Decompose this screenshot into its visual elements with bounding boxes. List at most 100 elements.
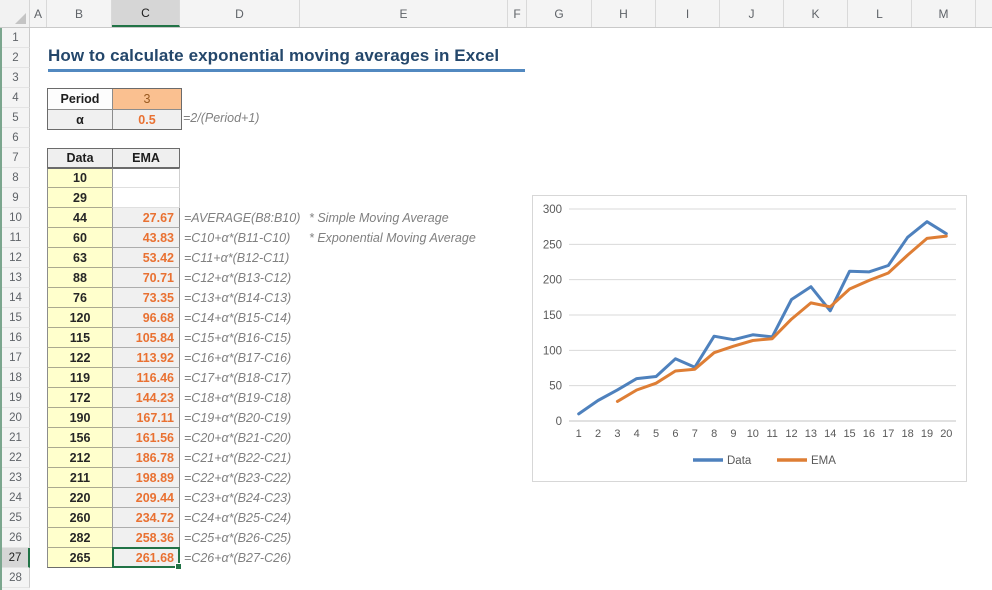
row-header-15[interactable]: 15 xyxy=(2,308,30,328)
data-cell[interactable]: 88 xyxy=(47,268,112,288)
row-header-10[interactable]: 10 xyxy=(2,208,30,228)
column-header-I[interactable]: I xyxy=(656,0,720,27)
formula-cell[interactable]: =C10+α*(B11-C10) xyxy=(184,231,291,245)
formula-cell[interactable]: =C22+α*(B23-C22) xyxy=(184,471,292,485)
formula-cell[interactable]: =C16+α*(B17-C16) xyxy=(184,351,292,365)
ema-cell[interactable]: 43.83 xyxy=(112,228,180,248)
data-cell[interactable]: 44 xyxy=(47,208,112,228)
row-header-18[interactable]: 18 xyxy=(2,368,30,388)
period-value-cell[interactable]: 3 xyxy=(113,89,181,109)
row-header-24[interactable]: 24 xyxy=(2,488,30,508)
data-cell[interactable]: 119 xyxy=(47,368,112,388)
formula-cell[interactable]: =C25+α*(B26-C25) xyxy=(184,531,292,545)
ema-cell[interactable]: 53.42 xyxy=(112,248,180,268)
alpha-value-cell[interactable]: 0.5 xyxy=(113,109,181,129)
formula-cell[interactable]: =C24+α*(B25-C24) xyxy=(184,511,292,525)
row-header-23[interactable]: 23 xyxy=(2,468,30,488)
row-header-12[interactable]: 12 xyxy=(2,248,30,268)
data-cell[interactable]: 156 xyxy=(47,428,112,448)
row-header-22[interactable]: 22 xyxy=(2,448,30,468)
formula-cell[interactable]: =C15+α*(B16-C15) xyxy=(184,331,292,345)
ema-cell[interactable]: 27.67 xyxy=(112,208,180,228)
row-header-25[interactable]: 25 xyxy=(2,508,30,528)
row-header-11[interactable]: 11 xyxy=(2,228,30,248)
data-cell[interactable]: 172 xyxy=(47,388,112,408)
column-header-J[interactable]: J xyxy=(720,0,784,27)
column-header-A[interactable]: A xyxy=(30,0,47,27)
data-cell[interactable]: 282 xyxy=(47,528,112,548)
row-header-4[interactable]: 4 xyxy=(2,88,30,108)
data-cell[interactable]: 260 xyxy=(47,508,112,528)
column-header-G[interactable]: G xyxy=(527,0,592,27)
column-header-B[interactable]: B xyxy=(47,0,112,27)
ema-cell[interactable]: 186.78 xyxy=(112,448,180,468)
formula-cell[interactable]: =C20+α*(B21-C20) xyxy=(184,431,292,445)
row-header-13[interactable]: 13 xyxy=(2,268,30,288)
ema-cell[interactable]: 105.84 xyxy=(112,328,180,348)
row-header-3[interactable]: 3 xyxy=(2,68,30,88)
data-cell[interactable]: 10 xyxy=(47,168,112,188)
ema-cell-selected[interactable]: 261.68 xyxy=(112,547,182,570)
formula-cell[interactable]: =C13+α*(B14-C13) xyxy=(184,291,292,305)
row-header-7[interactable]: 7 xyxy=(2,148,30,168)
ema-cell[interactable]: 209.44 xyxy=(112,488,180,508)
alpha-formula-cell[interactable]: =2/(Period+1) xyxy=(183,111,260,125)
formula-cell[interactable]: =C26+α*(B27-C26) xyxy=(184,551,292,565)
data-cell[interactable]: 76 xyxy=(47,288,112,308)
row-header-26[interactable]: 26 xyxy=(2,528,30,548)
data-column-header[interactable]: Data xyxy=(47,148,112,168)
column-header-E[interactable]: E xyxy=(300,0,508,27)
formula-cell[interactable]: =C21+α*(B22-C21) xyxy=(184,451,292,465)
data-cell[interactable]: 115 xyxy=(47,328,112,348)
ema-cell[interactable]: 234.72 xyxy=(112,508,180,528)
row-header-1[interactable]: 1 xyxy=(2,28,30,48)
row-header-8[interactable]: 8 xyxy=(2,168,30,188)
row-header-19[interactable]: 19 xyxy=(2,388,30,408)
formula-cell[interactable]: =C18+α*(B19-C18) xyxy=(184,391,292,405)
data-cell[interactable]: 29 xyxy=(47,188,112,208)
formula-cell[interactable]: =C12+α*(B13-C12) xyxy=(184,271,292,285)
ema-cell[interactable]: 144.23 xyxy=(112,388,180,408)
row-header-14[interactable]: 14 xyxy=(2,288,30,308)
row-header-17[interactable]: 17 xyxy=(2,348,30,368)
ema-cell[interactable]: 258.36 xyxy=(112,528,180,548)
data-cell[interactable]: 220 xyxy=(47,488,112,508)
alpha-label-cell[interactable]: α xyxy=(48,109,113,129)
data-cell[interactable]: 122 xyxy=(47,348,112,368)
ema-cell[interactable] xyxy=(112,168,180,188)
column-header-M[interactable]: M xyxy=(912,0,976,27)
data-cell[interactable]: 211 xyxy=(47,468,112,488)
column-header-L[interactable]: L xyxy=(848,0,912,27)
column-header-D[interactable]: D xyxy=(180,0,300,27)
data-cell[interactable]: 120 xyxy=(47,308,112,328)
formula-cell[interactable]: =C19+α*(B20-C19) xyxy=(184,411,292,425)
column-header-C[interactable]: C xyxy=(112,0,180,27)
formula-cell[interactable]: =C17+α*(B18-C17) xyxy=(184,371,292,385)
ema-cell[interactable]: 198.89 xyxy=(112,468,180,488)
data-cell[interactable]: 212 xyxy=(47,448,112,468)
row-header-28[interactable]: 28 xyxy=(2,568,30,588)
period-label-cell[interactable]: Period xyxy=(48,89,113,109)
ema-cell[interactable] xyxy=(112,188,180,208)
row-header-20[interactable]: 20 xyxy=(2,408,30,428)
formula-cell[interactable]: =C14+α*(B15-C14) xyxy=(184,311,292,325)
column-header-K[interactable]: K xyxy=(784,0,848,27)
data-cell[interactable]: 190 xyxy=(47,408,112,428)
ema-cell[interactable]: 116.46 xyxy=(112,368,180,388)
ema-cell[interactable]: 167.11 xyxy=(112,408,180,428)
data-cell[interactable]: 265 xyxy=(47,548,112,568)
row-header-5[interactable]: 5 xyxy=(2,108,30,128)
ema-chart[interactable]: 0 50 100 150 200 250 300 1 2 3 4 5 6 7 8 9 10 11 12 13 14 15 1… xyxy=(532,195,967,482)
note-cell[interactable]: * Simple Moving Average xyxy=(309,211,449,225)
row-header-21[interactable]: 21 xyxy=(2,428,30,448)
row-header-9[interactable]: 9 xyxy=(2,188,30,208)
column-header-H[interactable]: H xyxy=(592,0,656,27)
data-cell[interactable]: 63 xyxy=(47,248,112,268)
ema-cell[interactable]: 161.56 xyxy=(112,428,180,448)
formula-cell[interactable]: =AVERAGE(B8:B10) xyxy=(184,211,301,225)
ema-cell[interactable]: 70.71 xyxy=(112,268,180,288)
row-header-2[interactable]: 2 xyxy=(2,48,30,68)
ema-cell[interactable]: 73.35 xyxy=(112,288,180,308)
ema-cell[interactable]: 113.92 xyxy=(112,348,180,368)
data-cell[interactable]: 60 xyxy=(47,228,112,248)
